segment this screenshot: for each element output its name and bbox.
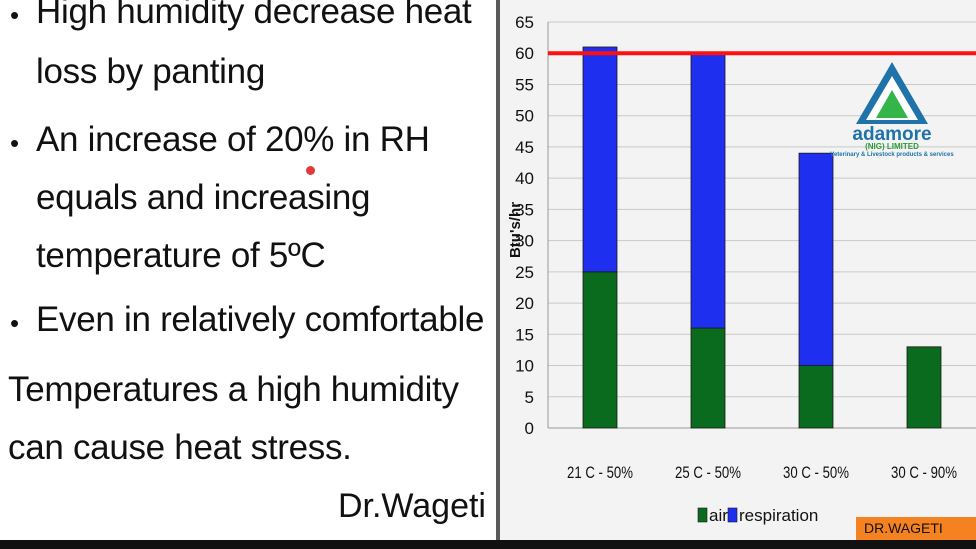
triangle-logo-icon — [856, 62, 928, 124]
watermark-tagline: Veterinary & Livestock products & servic… — [830, 152, 954, 158]
x-tick-label: 25 C - 50% — [675, 463, 741, 482]
bullet-text-line: Even in relatively comfortable — [36, 300, 485, 339]
bar-air — [906, 346, 942, 429]
bullet-text-line: loss by panting — [36, 52, 265, 91]
bullet-text-line: An increase of 20% in RH — [36, 120, 430, 159]
y-tick-label: 25 — [515, 263, 534, 282]
bullet-text-line: equals and increasing — [36, 178, 371, 217]
x-tick-label: 21 C - 50% — [567, 463, 633, 482]
bullet-dot-icon: • — [10, 308, 20, 338]
x-tick-label: 30 C - 90% — [891, 463, 957, 482]
bullet-text-line: High humidity decrease heat — [36, 0, 472, 31]
bottom-bar — [0, 540, 976, 549]
slide-text-panel: High humidity decrease heat • loss by pant… — [0, 0, 496, 540]
y-axis-label: Btu's/hr — [507, 202, 524, 258]
bullet-text-line: can cause heat stress. — [8, 428, 352, 467]
y-tick-label: 60 — [515, 44, 534, 63]
author-signature: Dr.Wageti — [337, 487, 486, 525]
bar-respiration — [690, 52, 726, 329]
bar-respiration — [582, 46, 618, 273]
bullet-dot-icon: • — [10, 0, 20, 30]
y-tick-label: 10 — [515, 357, 534, 376]
y-tick-label: 65 — [515, 13, 534, 32]
pointer-cursor-icon — [306, 166, 315, 175]
legend-label-respiration: respiration — [739, 506, 818, 525]
bar-air — [690, 327, 726, 429]
bullet-dot-icon: • — [10, 128, 20, 158]
legend-label-air: air — [709, 506, 728, 525]
watermark-brand: adamore — [852, 124, 932, 145]
y-tick-label: 20 — [515, 294, 534, 313]
watermark-subtitle: (NIG) LIMITED — [865, 142, 919, 151]
y-tick-label: 5 — [525, 388, 534, 407]
chart-panel: 0 5 10 15 20 25 30 35 40 45 50 55 60 65 Btu's/hr 21 C -… — [500, 0, 976, 540]
stacked-bar-chart: 0 5 10 15 20 25 30 35 40 45 50 55 60 65 Btu's/hr 21 C -… — [507, 13, 976, 525]
y-tick-label: 50 — [515, 107, 534, 126]
bar-respiration — [798, 152, 834, 366]
panel-divider — [496, 0, 500, 549]
y-tick-label: 30 — [515, 232, 534, 251]
y-tick-label: 40 — [515, 169, 534, 188]
bar-air — [798, 365, 834, 429]
y-tick-label: 0 — [525, 419, 534, 438]
y-tick-label: 15 — [515, 325, 534, 344]
bar-air — [582, 271, 618, 429]
y-tick-label: 55 — [515, 75, 534, 94]
y-tick-label: 45 — [515, 138, 534, 157]
y-tick-label: 35 — [515, 200, 534, 219]
legend-swatch — [727, 507, 738, 523]
x-tick-label: 30 C - 50% — [783, 463, 849, 482]
author-badge: DR.WAGETI — [856, 517, 976, 540]
legend-swatch — [697, 507, 708, 523]
adamore-watermark: adamore (NIG) LIMITED Veterinary & Lives… — [816, 60, 968, 166]
bullet-text-line: Temperatures a high humidity — [8, 370, 459, 409]
bullet-text-line: temperature of 5ºC — [36, 236, 326, 275]
